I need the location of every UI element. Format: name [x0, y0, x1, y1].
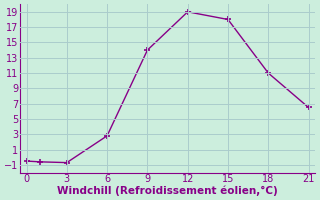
X-axis label: Windchill (Refroidissement éolien,°C): Windchill (Refroidissement éolien,°C)	[57, 185, 278, 196]
